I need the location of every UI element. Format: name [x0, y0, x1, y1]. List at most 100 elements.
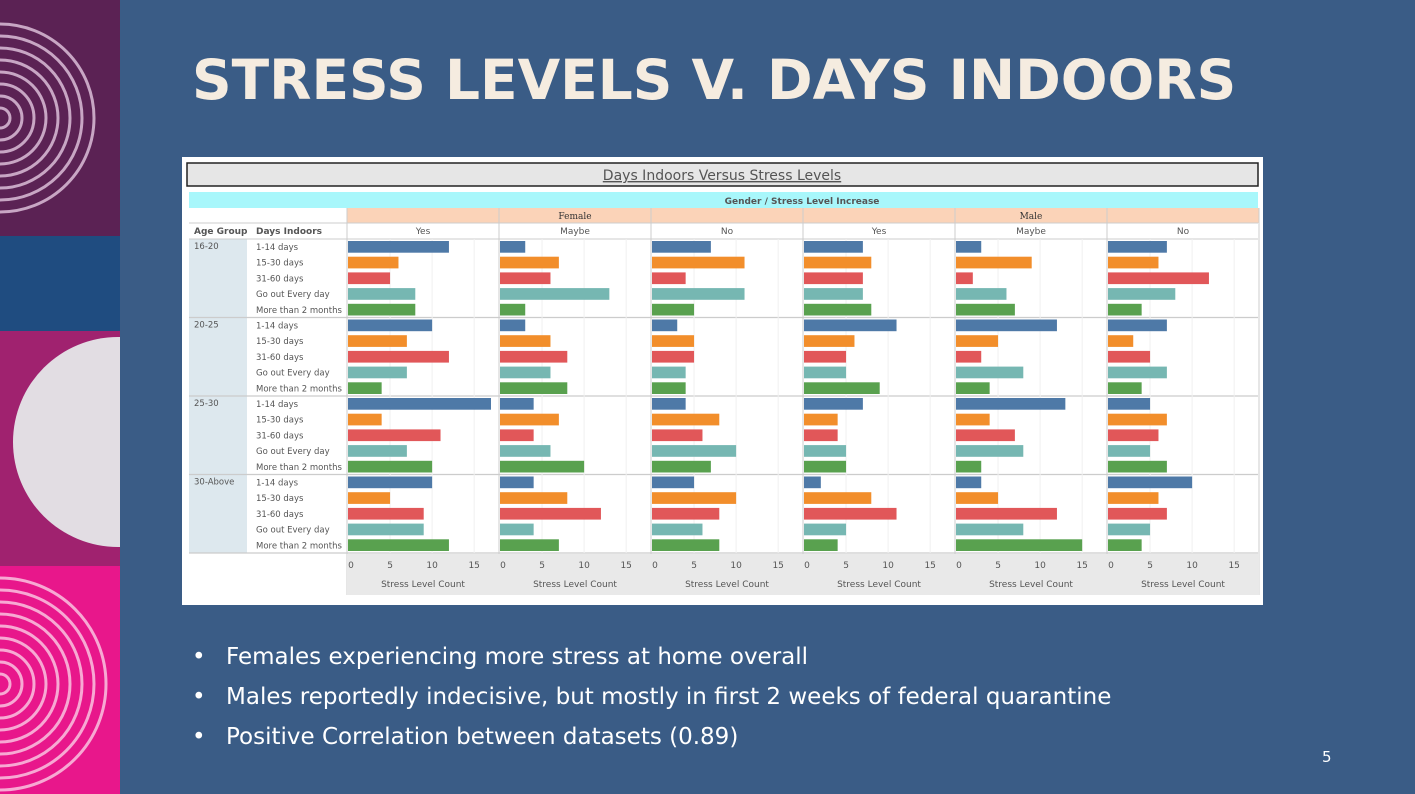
x-tick-label: 10 — [730, 561, 742, 571]
stress-level-label: Yes — [415, 227, 431, 237]
bar — [1108, 413, 1167, 426]
bar — [652, 492, 737, 504]
days-indoors-label: Go out Every day — [256, 369, 330, 379]
bar — [348, 445, 407, 457]
x-tick-label: 5 — [691, 561, 697, 571]
page-number: 5 — [1322, 748, 1332, 766]
bar — [804, 398, 863, 410]
row-header-age-group: Age Group — [194, 227, 248, 237]
bar — [652, 398, 686, 410]
bar — [1108, 523, 1151, 536]
bullet-item: • Males reportedly indecisive, but mostly… — [192, 680, 1111, 720]
x-axis-label: Stress Level Count — [989, 580, 1073, 590]
bar — [500, 460, 585, 473]
bullet-text: Females experiencing more stress at home… — [226, 644, 809, 670]
days-indoors-label: 15-30 days — [256, 337, 304, 347]
bar — [956, 241, 982, 253]
bar — [1108, 335, 1134, 347]
bar — [956, 413, 990, 426]
age-group-label: 30-Above — [194, 478, 234, 488]
stress-level-label: No — [1177, 227, 1190, 237]
bar — [1108, 398, 1151, 410]
age-group-label: 16-20 — [194, 242, 219, 252]
bar — [956, 429, 1015, 442]
bar — [1108, 350, 1151, 363]
days-indoors-label: 31-60 days — [256, 431, 304, 441]
bar — [500, 319, 526, 332]
bar — [500, 382, 568, 394]
bar — [956, 303, 1015, 316]
x-tick-label: 0 — [652, 561, 658, 571]
bar — [956, 398, 1066, 410]
bar — [500, 335, 551, 347]
deco-panel-blue — [0, 236, 120, 331]
bar — [348, 288, 416, 300]
bar — [348, 335, 407, 347]
x-tick-label: 15 — [468, 561, 479, 571]
bar — [500, 429, 534, 442]
bar — [348, 241, 449, 253]
bar — [652, 272, 686, 285]
bar — [348, 429, 441, 442]
bar — [348, 303, 416, 316]
bar — [500, 288, 610, 300]
bar — [804, 241, 863, 253]
bar — [500, 523, 534, 536]
bar — [956, 492, 999, 504]
stress-level-label: Maybe — [1016, 227, 1046, 237]
bar — [500, 303, 526, 316]
concentric-rings-decoration — [0, 22, 96, 214]
x-axis-label: Stress Level Count — [837, 580, 921, 590]
x-tick-label: 10 — [426, 561, 438, 571]
bar — [956, 319, 1057, 332]
chart-panel: Days Indoors Versus Stress Levels Gender … — [182, 157, 1263, 605]
chart-title-box — [186, 162, 1259, 187]
bar — [348, 366, 407, 379]
days-indoors-label: More than 2 months — [256, 306, 342, 316]
bar — [348, 272, 391, 285]
x-tick-label: 5 — [995, 561, 1001, 571]
x-axis-label: Stress Level Count — [1141, 580, 1225, 590]
bar — [500, 476, 534, 489]
bar — [1108, 272, 1209, 285]
x-axis-label: Stress Level Count — [381, 580, 465, 590]
days-indoors-label: 1-14 days — [256, 400, 299, 410]
bar — [652, 366, 686, 379]
bar — [348, 382, 382, 394]
days-indoors-label: Go out Every day — [256, 447, 330, 457]
bar — [1108, 476, 1193, 489]
bar — [652, 303, 695, 316]
bullet-item: • Positive Correlation between datasets (… — [192, 720, 1111, 760]
bar — [804, 350, 847, 363]
days-indoors-label: 15-30 days — [256, 259, 304, 269]
bar — [652, 539, 720, 551]
bar — [804, 460, 847, 473]
bar — [804, 256, 872, 269]
bar — [956, 382, 990, 394]
bar — [1108, 288, 1176, 300]
age-group-label: 25-30 — [194, 399, 219, 409]
header-band — [189, 192, 1258, 208]
bar — [956, 288, 1007, 300]
days-indoors-label: 31-60 days — [256, 353, 304, 363]
bar — [1108, 492, 1159, 504]
x-tick-label: 0 — [804, 561, 810, 571]
bar — [804, 382, 880, 394]
bar — [1108, 382, 1142, 394]
bar — [804, 507, 897, 520]
bar — [804, 288, 863, 300]
bar — [500, 256, 559, 269]
bar — [956, 256, 1032, 269]
half-circle-decoration — [13, 337, 120, 547]
bar — [500, 445, 551, 457]
bar — [1108, 445, 1151, 457]
bar — [956, 445, 1024, 457]
bar — [804, 366, 847, 379]
days-indoors-label: More than 2 months — [256, 541, 342, 551]
bar — [348, 413, 382, 426]
bar — [956, 539, 1083, 551]
bar — [652, 350, 695, 363]
bar — [804, 539, 838, 551]
row-header-days-indoors: Days Indoors — [256, 227, 322, 237]
bullet-glyph: • — [192, 684, 206, 710]
